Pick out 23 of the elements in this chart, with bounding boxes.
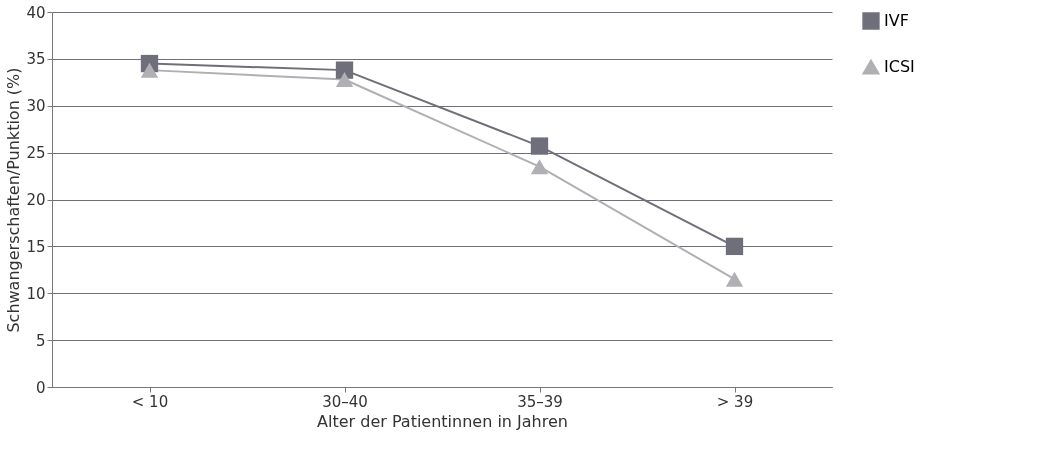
x-tick-label: 35–39 (517, 392, 563, 411)
point (725, 271, 744, 287)
y-tick-label: 25 (26, 144, 46, 163)
point (335, 72, 354, 87)
y-tick-label: 0 (35, 378, 46, 397)
point (530, 137, 549, 155)
y-tick-label: 15 (26, 237, 46, 256)
x-tick-label: < 10 (131, 392, 169, 411)
point (725, 237, 744, 256)
x-axis-title: Alter der Patientinnen in Jahren (317, 411, 568, 431)
point (530, 159, 549, 175)
y-tick-label: 20 (26, 191, 46, 209)
legend-label: ICSI (884, 57, 915, 76)
y-tick-label: 10 (26, 284, 46, 303)
point (140, 62, 159, 78)
y-tick-label: 30 (26, 97, 46, 116)
legend-label: IVF (884, 11, 909, 30)
y-tick-label: 35 (26, 50, 46, 69)
x-tick-label: 30–40 (322, 392, 368, 411)
y-axis-title: Schwangerschaften/Punktion (%) (4, 67, 24, 333)
y-tick-label: 40 (26, 3, 46, 22)
y-tick-label: 5 (35, 331, 46, 350)
x-tick-label: > 39 (716, 392, 754, 411)
